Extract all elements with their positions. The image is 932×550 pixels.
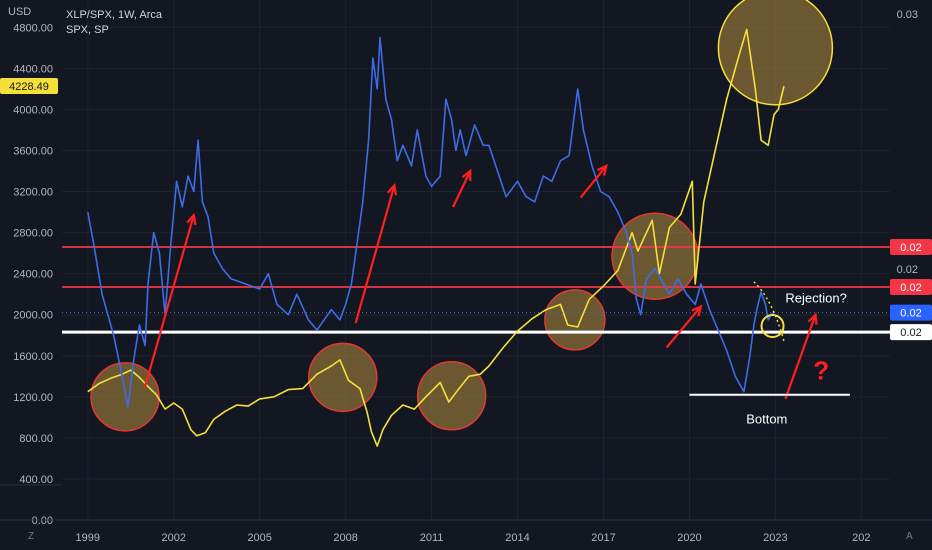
highlight-circle xyxy=(544,289,606,351)
trend-arrow xyxy=(354,185,396,324)
level-price-label: 0.02 xyxy=(900,327,921,339)
rejection-circle xyxy=(760,314,785,339)
spx-series-line xyxy=(87,28,785,447)
y-tick-label: 3200.00 xyxy=(13,187,53,199)
x-tick-label: 2002 xyxy=(161,532,185,544)
xlp-price-label: 0.02 xyxy=(900,308,921,320)
x-tick-label: 2014 xyxy=(505,532,529,544)
trend-arrow xyxy=(452,170,472,208)
trend-arrow xyxy=(579,165,608,199)
auto-scale-icon[interactable]: A xyxy=(906,531,913,542)
level-price-label: 0.02 xyxy=(900,242,921,254)
x-tick-label: 202 xyxy=(852,532,870,544)
currency-label: USD xyxy=(8,6,32,18)
trend-arrow-head xyxy=(461,168,472,182)
trend-arrow-head xyxy=(807,312,818,325)
y-tick-label: 2400.00 xyxy=(13,269,53,281)
x-tick-label: 2008 xyxy=(333,532,357,544)
y-tick-label: 4800.00 xyxy=(13,22,53,34)
trend-arrow-head xyxy=(386,182,398,196)
bottom-annotation: Bottom xyxy=(746,412,787,427)
y-tick-label: 400.00 xyxy=(19,474,53,486)
trend-arrow-head xyxy=(596,163,608,176)
right-tick-label: 0.02 xyxy=(897,264,918,276)
y-tick-label: 2000.00 xyxy=(13,310,53,322)
y-tick-label: 2800.00 xyxy=(13,228,53,240)
highlight-circle xyxy=(308,342,378,413)
level-price-tag xyxy=(890,238,932,255)
highlight-circle xyxy=(717,0,834,106)
rejection-path xyxy=(753,281,785,342)
spx-price-label: 4228.49 xyxy=(9,81,49,93)
y-tick-label: 3600.00 xyxy=(13,145,53,157)
xlp-price-tag xyxy=(890,304,932,321)
compare-legend: SPX, SP xyxy=(66,24,109,36)
y-tick-label: 4400.00 xyxy=(13,63,53,75)
level-price-tag xyxy=(890,324,932,341)
xlp-spx-series-line xyxy=(87,36,775,408)
rejection-annotation: Rejection? xyxy=(785,290,846,305)
y-tick-label: 1200.00 xyxy=(13,392,53,404)
trend-arrow xyxy=(665,305,702,349)
highlight-circle xyxy=(416,361,487,431)
symbol-legend: XLP/SPX, 1W, Arca xyxy=(66,9,162,21)
trend-arrow xyxy=(784,314,817,400)
x-tick-label: 2011 xyxy=(420,532,444,544)
trend-arrow-head xyxy=(691,304,703,317)
trend-arrow-head xyxy=(186,212,197,226)
x-tick-label: 2023 xyxy=(763,532,787,544)
y-tick-label: 4000.00 xyxy=(13,104,53,116)
question-annotation: ? xyxy=(813,355,829,385)
level-price-tag xyxy=(890,278,932,295)
spx-price-tag xyxy=(0,78,58,95)
y-tick-label: 800.00 xyxy=(19,433,53,445)
x-tick-label: 2020 xyxy=(677,532,701,544)
right-tick-label: 0.03 xyxy=(897,9,918,21)
y-tick-label: 0.00 xyxy=(32,515,53,527)
y-tick-label: 1600.00 xyxy=(13,351,53,363)
x-tick-label: 1999 xyxy=(76,532,100,544)
x-tick-label: 2017 xyxy=(591,532,615,544)
x-tick-label: 2005 xyxy=(247,532,271,544)
level-price-label: 0.02 xyxy=(900,282,921,294)
trend-arrow xyxy=(144,214,195,387)
timezone-icon[interactable]: Z xyxy=(28,531,35,542)
